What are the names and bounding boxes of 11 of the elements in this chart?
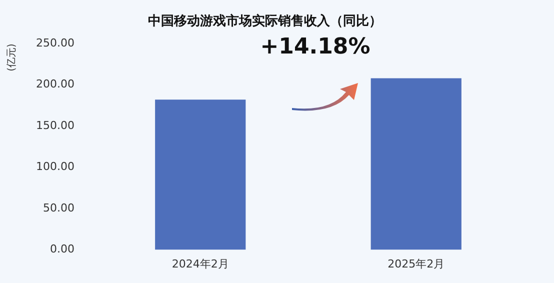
y-tick-label: 100.00 xyxy=(36,160,74,174)
annotation: +14.18% xyxy=(260,34,370,60)
y-tick-label: 0.00 xyxy=(50,242,74,256)
y-tick-label: 250.00 xyxy=(36,36,74,50)
y-tick-label: 50.00 xyxy=(42,201,74,214)
chart-title: 中国移动游戏市场实际销售收入（同比） xyxy=(148,13,382,30)
y-axis-title: (亿元) xyxy=(6,44,18,72)
y-tick-label: 200.00 xyxy=(36,78,74,91)
x-tick-label: 2025年2月 xyxy=(388,257,445,270)
y-tick-label: 150.00 xyxy=(36,118,74,132)
x-tick-label: 2024年2月 xyxy=(172,257,229,270)
